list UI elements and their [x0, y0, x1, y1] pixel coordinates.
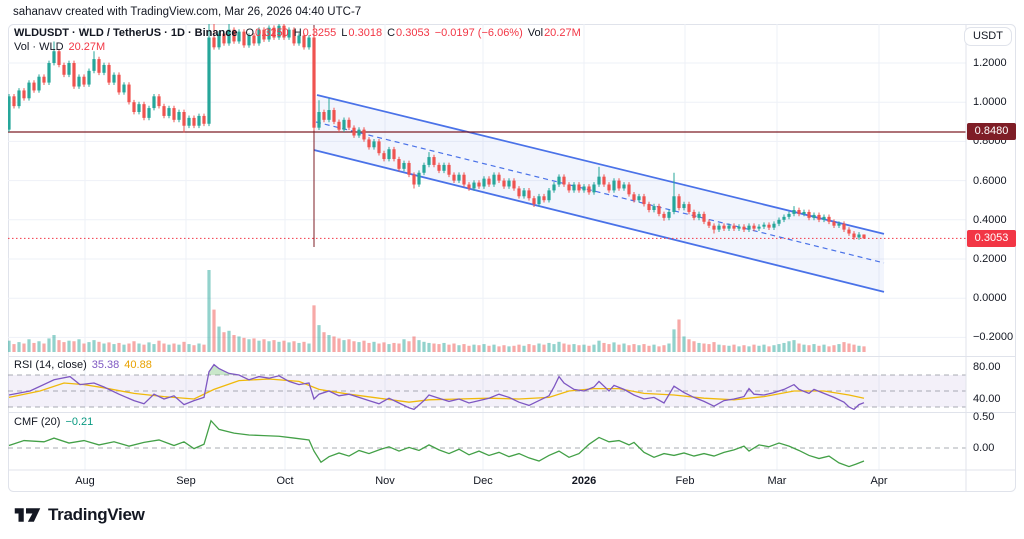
ohlc-open-label: O [245, 27, 255, 39]
currency-toggle-button[interactable]: USDT [964, 27, 1012, 46]
tradingview-logo[interactable]: TradingView [14, 503, 145, 527]
price-tick: 1.0000 [973, 96, 1007, 109]
symbol-legend-row[interactable]: WLDUSDT · WLD / TetherUS · 1D · Binance … [14, 27, 581, 39]
price-tick: 0.4000 [973, 213, 1007, 226]
volume-value: 20.27M [544, 27, 581, 39]
volume-row-label: Vol · WLD [14, 41, 64, 53]
ohlc-high-label: H [293, 27, 302, 39]
rsi-tick: 80.00 [973, 361, 1001, 373]
brand-text: TradingView [48, 505, 145, 524]
support-price-badge: 0.8480 [967, 123, 1016, 141]
time-tick-dec: Dec [473, 475, 493, 487]
last-price-badge: 0.3053 [967, 229, 1016, 247]
volume-label: Vol [527, 27, 544, 39]
time-tick-apr: Apr [870, 475, 888, 487]
price-tick: 0.6000 [973, 174, 1007, 187]
time-tick-sep: Sep [176, 475, 196, 487]
ohlc-close-value: 0.3053 [396, 27, 430, 39]
rsi-legend-row[interactable]: RSI (14, close) 35.38 40.88 [14, 359, 152, 371]
time-tick-2026: 2026 [571, 475, 597, 487]
price-axis[interactable]: 1.2000 1.0000 0.8000 0.6000 0.4000 0.2000 0.00… [967, 24, 1016, 470]
rsi-ma-value: 40.88 [124, 359, 152, 371]
ohlc-close-label: C [387, 27, 396, 39]
time-tick-feb: Feb [675, 475, 695, 487]
time-tick-mar: Mar [767, 475, 787, 487]
rsi-value: 35.38 [91, 359, 120, 371]
ohlc-low-value: 0.3018 [348, 27, 383, 39]
volume-legend-row[interactable]: Vol · WLD 20.27M [14, 41, 105, 53]
attribution-text: sahanavv created with TradingView.com, M… [13, 6, 362, 18]
rsi-label: RSI (14, close) [14, 359, 87, 371]
time-axis[interactable]: Aug Sep Oct Nov Dec 2026 Feb Mar Apr [8, 470, 966, 492]
time-tick-nov: Nov [375, 475, 395, 487]
time-tick-aug: Aug [75, 475, 95, 487]
ohlc-open-value: 0.3250 [255, 27, 289, 39]
volume-row-value: 20.27M [68, 41, 106, 53]
price-tick: 0.2000 [973, 253, 1007, 265]
ohlc-high-value: 0.3255 [302, 27, 337, 39]
symbol-title: WLDUSDT · WLD / TetherUS · 1D · Binance [14, 27, 238, 39]
cmf-legend-row[interactable]: CMF (20) −0.21 [14, 416, 93, 428]
ohlc-low-label: L [341, 27, 348, 39]
cmf-label: CMF (20) [14, 416, 61, 428]
change-value: −0.0197 (−6.06%) [434, 27, 523, 39]
price-tick: −0.2000 [973, 331, 1014, 344]
cmf-value: −0.21 [65, 416, 94, 428]
rsi-tick: 40.00 [973, 393, 1001, 405]
tradingview-logo-icon [14, 508, 41, 522]
cmf-tick: 0.00 [973, 442, 995, 454]
cmf-tick: 0.50 [973, 411, 995, 423]
price-tick: 1.2000 [973, 57, 1007, 69]
time-tick-oct: Oct [276, 475, 294, 487]
price-tick: 0.0000 [973, 292, 1007, 305]
